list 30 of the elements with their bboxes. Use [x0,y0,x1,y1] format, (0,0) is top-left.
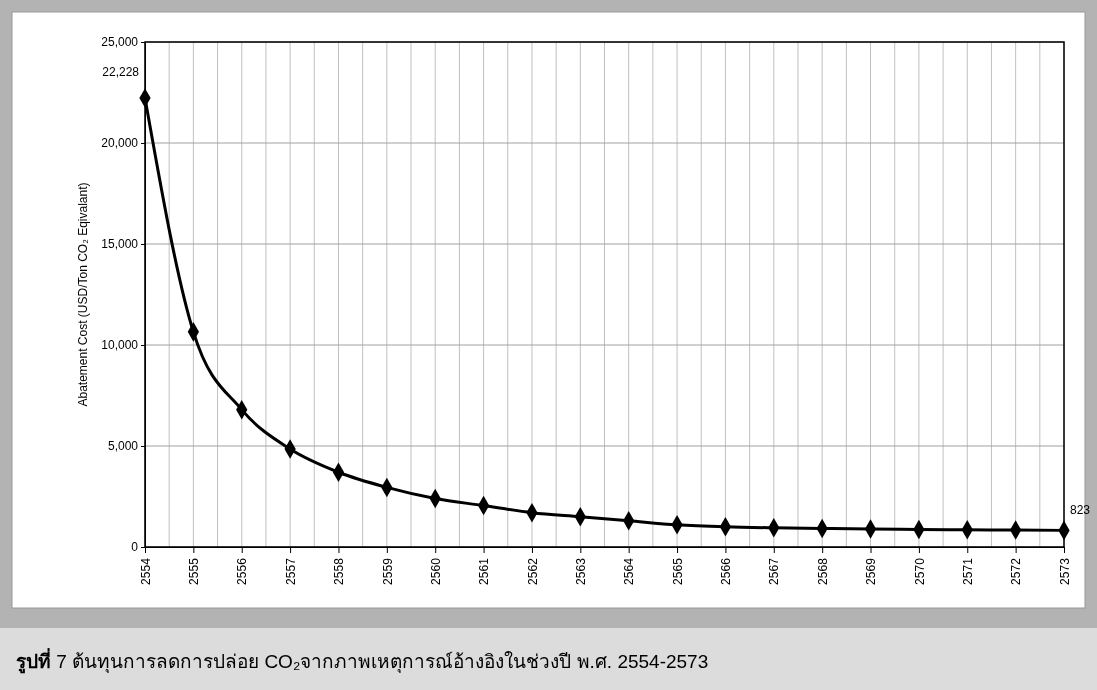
x-tick-label: 2568 [815,557,830,585]
x-tick-label: 2566 [719,557,734,585]
x-tick-label: 2573 [1057,557,1072,585]
x-tick-label: 2563 [574,557,589,585]
x-tick-label: 2555 [187,557,202,585]
x-tick-label: 2570 [912,557,927,585]
y-axis-title: Abatement Cost (USD/Ton CO₂ Eqivalant) [76,182,90,407]
y-tick-label: 5,000 [107,439,139,454]
text: รูปที่ 7 ต้นทุนการลดการปล่อย CO₂จากภาพเหตุการณ์อ้างอิงในช่วงปี พ.ศ. 2554-2573 [16,648,709,674]
x-tick-label: 2559 [380,557,395,585]
y-tick-label: 0 [131,540,139,555]
x-tick-label: 2567 [767,557,782,585]
data-label: 823 [1070,503,1091,518]
x-tick-label: 2561 [477,557,492,585]
y-tick-label: 20,000 [101,136,139,151]
x-tick-label: 2556 [235,557,250,585]
x-tick-label: 2569 [864,557,879,585]
y-tick-label: 15,000 [101,237,139,252]
x-tick-label: 2571 [960,557,975,585]
y-tick-label: 25,000 [101,35,139,50]
y-tick-label: 10,000 [101,338,139,353]
x-tick-label: 2557 [283,557,298,585]
x-tick-label: 2562 [525,557,540,585]
x-tick-label: 2560 [428,557,443,585]
x-tick-label: 2565 [670,557,685,585]
data-label: 22,228 [102,64,140,79]
x-tick-label: 2564 [622,557,637,585]
x-tick-label: 2572 [1009,557,1024,585]
x-tick-label: 2554 [138,557,153,585]
x-tick-label: 2558 [332,557,347,585]
